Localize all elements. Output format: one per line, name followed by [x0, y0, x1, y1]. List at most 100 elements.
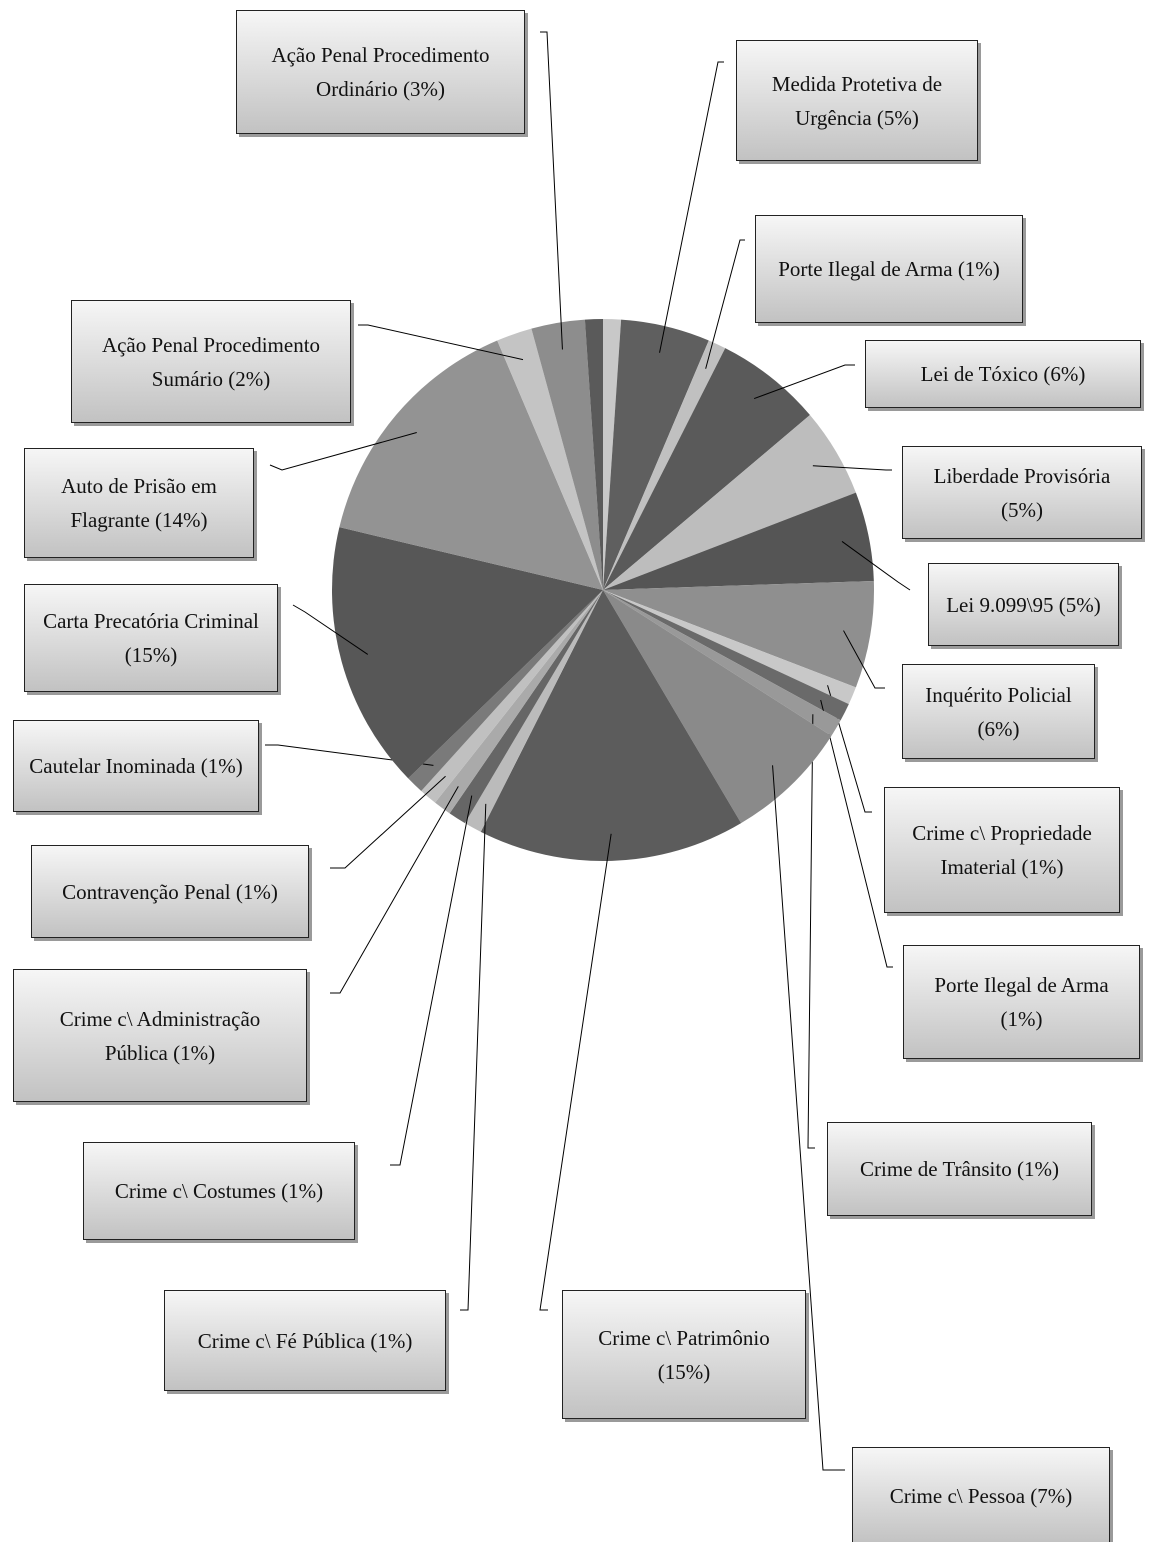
- value-label: (3%): [402, 77, 445, 101]
- value-label: (14%): [155, 508, 208, 532]
- label-box: Crime c\ Administração Pública (1%): [13, 969, 307, 1102]
- pie-slice: [339, 340, 603, 590]
- pie-slice: [464, 590, 603, 832]
- label-box: Porte Ilegal de Arma (1%): [755, 215, 1023, 323]
- label-text: Liberdade Provisória (5%): [917, 459, 1127, 527]
- pie-slice: [421, 590, 603, 803]
- label-text: Auto de Prisão em Flagrante (14%): [39, 469, 239, 537]
- label-text: Crime c\ Patrimônio (15%): [577, 1321, 791, 1389]
- value-label: (2%): [228, 366, 271, 391]
- leader-line: [292, 604, 369, 655]
- pie-slice: [603, 492, 874, 590]
- category-label: Crime c\ Pessoa: [889, 1484, 1026, 1508]
- value-label: (1%): [281, 1179, 324, 1203]
- value-label: (7%): [1030, 1484, 1073, 1508]
- pie-slice: [408, 590, 603, 791]
- label-text: Porte Ilegal de Arma (1%): [778, 252, 1000, 286]
- leader-line: [460, 803, 487, 1311]
- value-label: (1%): [1021, 855, 1064, 879]
- label-text: Inquérito Policial (6%): [917, 678, 1080, 746]
- label-text: Ação Penal Procedimento Ordinário (3%): [251, 38, 510, 106]
- leader-line: [841, 541, 911, 591]
- label-text: Crime de Trânsito (1%): [860, 1152, 1059, 1186]
- pie-slice: [603, 590, 841, 736]
- label-box: Ação Penal Procedimento Sumário (2%): [71, 300, 351, 423]
- value-label: (1%): [200, 754, 243, 778]
- category-label: Contravenção Penal: [62, 879, 231, 904]
- label-text: Crime c\ Pessoa (7%): [890, 1479, 1073, 1513]
- label-box: Inquérito Policial (6%): [902, 664, 1095, 759]
- value-label: (1%): [173, 1040, 216, 1065]
- category-label: Crime c\ Patrimônio: [598, 1325, 770, 1350]
- label-box: Crime c\ Pessoa (7%): [852, 1447, 1110, 1542]
- label-text: Lei de Tóxico (6%): [921, 357, 1086, 391]
- label-box: Crime c\ Propriedade Imaterial (1%): [884, 787, 1120, 913]
- label-text: Carta Precatória Criminal (15%): [39, 604, 263, 672]
- category-label: Lei de Tóxico: [920, 362, 1039, 386]
- label-box: Lei de Tóxico (6%): [865, 340, 1141, 408]
- pie-slice: [603, 590, 849, 721]
- label-box: Porte Ilegal de Arma (1%): [903, 945, 1140, 1059]
- label-box: Crime c\ Patrimônio (15%): [562, 1290, 806, 1419]
- leader-line: [330, 775, 446, 869]
- label-text: Contravenção Penal (1%): [62, 875, 278, 909]
- value-label: (1%): [1016, 1157, 1059, 1181]
- label-box: Carta Precatória Criminal (15%): [24, 584, 278, 692]
- pie-slice: [331, 527, 603, 779]
- category-label: Auto de Prisão em Flagrante: [61, 474, 217, 532]
- category-label: Medida Protetiva de Urgência: [771, 71, 943, 130]
- category-label: Ação Penal Procedimento Sumário: [101, 332, 321, 391]
- category-label: Inquérito Policial: [925, 682, 1072, 707]
- leader-line: [807, 714, 815, 1149]
- pie-slice: [603, 348, 810, 590]
- label-box: Crime de Trânsito (1%): [827, 1122, 1092, 1216]
- value-label: (6%): [977, 716, 1020, 741]
- category-label: Crime c\ Fé Pública: [197, 1328, 366, 1353]
- label-box: Ação Penal Procedimento Ordinário (3%): [236, 10, 525, 134]
- label-box: Contravenção Penal (1%): [31, 845, 309, 938]
- label-box: Crime c\ Costumes (1%): [83, 1142, 355, 1240]
- value-label: (5%): [876, 105, 919, 130]
- category-label: Carta Precatória Criminal: [43, 609, 259, 633]
- value-label: (15%): [124, 643, 178, 667]
- pie-slice: [584, 319, 603, 590]
- leader-line: [269, 432, 417, 471]
- leader-line: [753, 364, 855, 400]
- label-text: Crime c\ Administração Pública (1%): [28, 1002, 292, 1070]
- category-label: Liberdade Provisória: [933, 463, 1111, 488]
- category-label: Crime c\ Propriedade Imaterial: [912, 821, 1092, 879]
- label-text: Crime c\ Propriedade Imaterial (1%): [899, 816, 1105, 884]
- label-text: Ação Penal Procedimento Sumário (2%): [86, 328, 336, 396]
- pie-slice: [603, 590, 832, 824]
- category-label: Cautelar Inominada: [29, 754, 196, 778]
- pie-slice: [531, 319, 603, 590]
- label-box: Cautelar Inominada (1%): [13, 720, 259, 812]
- value-label: (1%): [957, 257, 1000, 281]
- category-label: Lei 9.099\95: [946, 592, 1054, 617]
- label-text: Medida Protetiva de Urgência (5%): [751, 67, 963, 135]
- label-text: Crime c\ Costumes (1%): [115, 1174, 323, 1208]
- value-label: (1%): [235, 879, 278, 904]
- leader-line: [390, 795, 473, 1166]
- label-box: Medida Protetiva de Urgência (5%): [736, 40, 978, 161]
- label-box: Lei 9.099\95 (5%): [928, 563, 1119, 646]
- pie-slice: [435, 590, 603, 814]
- value-label: (6%): [1043, 362, 1086, 386]
- label-box: Liberdade Provisória (5%): [902, 446, 1142, 539]
- category-label: Crime c\ Administração Pública: [59, 1006, 261, 1065]
- label-box: Crime c\ Fé Pública (1%): [164, 1290, 446, 1391]
- label-text: Cautelar Inominada (1%): [29, 749, 242, 783]
- leader-line: [772, 765, 845, 1471]
- category-label: Ação Penal Procedimento Ordinário: [271, 43, 490, 101]
- leader-line: [820, 699, 893, 968]
- value-label: (15%): [657, 1359, 711, 1384]
- value-label: (1%): [1000, 1007, 1043, 1031]
- pie-slice: [603, 340, 726, 590]
- category-label: Crime c\ Costumes: [114, 1179, 276, 1203]
- value-label: (1%): [370, 1328, 413, 1353]
- pie-slice: [603, 415, 856, 590]
- category-label: Crime de Trânsito: [860, 1157, 1012, 1181]
- pie-slice: [603, 319, 622, 590]
